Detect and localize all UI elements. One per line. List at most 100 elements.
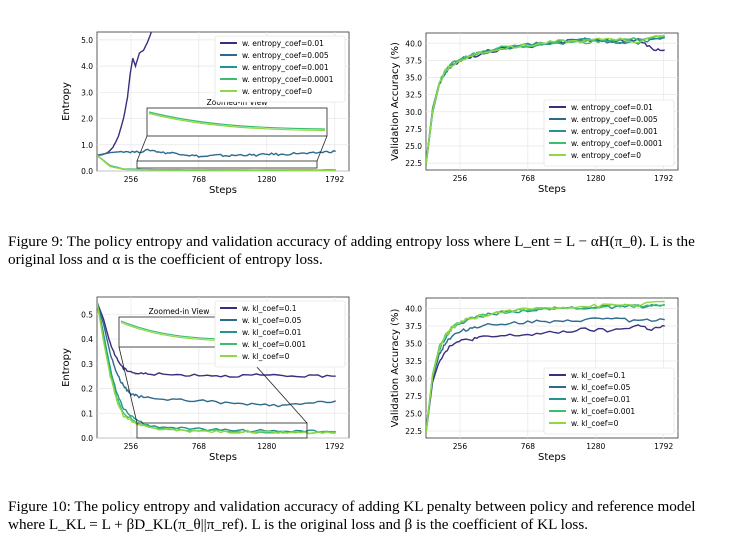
legend-entry: w. entropy_coef=0.005 bbox=[571, 115, 658, 124]
series-line bbox=[97, 154, 336, 171]
y-tick-label: 37.5 bbox=[405, 322, 422, 331]
legend-entry: w. entropy_coef=0 bbox=[242, 87, 312, 96]
fig9-caption: Figure 9: The policy entropy and validat… bbox=[8, 233, 734, 269]
x-tick-label: 256 bbox=[453, 174, 468, 183]
x-tick-label: 1280 bbox=[257, 442, 276, 451]
fig10-accuracy-chart: 22.5 25.0 27.5 30.0 32.5 35.0 37.5 40.0 256 768 12… bbox=[390, 297, 679, 463]
y-tick-label: 0.3 bbox=[81, 360, 93, 369]
x-tick-label: 768 bbox=[521, 174, 536, 183]
x-tick-label: 1792 bbox=[654, 442, 673, 451]
series-line bbox=[97, 301, 336, 378]
legend-entry: w. kl_coef=0.001 bbox=[571, 407, 635, 416]
inset-series-line bbox=[148, 112, 326, 132]
x-tick-label: 1280 bbox=[586, 442, 605, 451]
legend-entry: w. kl_coef=0.05 bbox=[242, 316, 302, 325]
x-axis-label: Steps bbox=[538, 184, 566, 195]
y-tick-label: 25.0 bbox=[405, 410, 422, 419]
x-tick-label: 256 bbox=[124, 442, 139, 451]
legend-box bbox=[543, 99, 675, 167]
series-group bbox=[426, 34, 665, 166]
y-tick-label: 0.0 bbox=[81, 167, 93, 176]
y-tick-label: 4.0 bbox=[81, 62, 93, 71]
y-tick-label: 35.0 bbox=[405, 74, 422, 83]
legend-entry: w. kl_coef=0.05 bbox=[571, 383, 631, 392]
legend-entry: w. entropy_coef=0.005 bbox=[242, 51, 329, 60]
inset-label: Zoomed-in View bbox=[149, 307, 210, 316]
x-tick-label: 1792 bbox=[325, 442, 344, 451]
x-tick-label: 1792 bbox=[325, 175, 344, 184]
fig9-caption-text: The policy entropy and validation accura… bbox=[8, 233, 699, 268]
y-axis-label: Entropy bbox=[61, 82, 72, 121]
zoom-source-box bbox=[136, 160, 318, 169]
legend: w. kl_coef=0.1 w. kl_coef=0.05 w. kl_coef=… bbox=[543, 367, 675, 435]
legend-entry: w. entropy_coef=0.0001 bbox=[571, 139, 663, 148]
legend-box bbox=[543, 367, 675, 435]
legend-entry: w. entropy_coef=0.01 bbox=[571, 103, 653, 112]
y-tick-label: 35.0 bbox=[405, 340, 422, 349]
y-tick-label: 5.0 bbox=[81, 36, 93, 45]
legend-entry: w. kl_coef=0 bbox=[571, 419, 619, 428]
y-tick-label: 3.0 bbox=[81, 88, 93, 97]
fig9-accuracy-chart: 22.5 25.0 27.5 30.0 32.5 35.0 37.5 40.0 256 768 12… bbox=[390, 32, 679, 195]
series-line bbox=[97, 301, 336, 408]
series-line bbox=[426, 300, 665, 434]
y-axis-label: Entropy bbox=[61, 348, 72, 387]
y-tick-label: 27.5 bbox=[405, 125, 422, 134]
inset-frame bbox=[146, 107, 328, 137]
y-tick-label: 1.0 bbox=[81, 141, 93, 150]
y-tick-label: 2.0 bbox=[81, 115, 93, 124]
y-tick-label: 32.5 bbox=[405, 357, 422, 366]
series-line bbox=[426, 317, 665, 432]
y-tick-label: 0.5 bbox=[81, 310, 93, 319]
fig10-entropy-chart: 0.0 0.1 0.2 0.3 0.4 0.5 256 768 1280 1792 Steps Ent… bbox=[61, 296, 350, 463]
legend-entry: w. entropy_coef=0.01 bbox=[242, 39, 324, 48]
legend-entry: w. kl_coef=0.001 bbox=[242, 340, 306, 349]
series-group bbox=[97, 301, 336, 435]
y-tick-label: 22.5 bbox=[405, 159, 422, 168]
series-line bbox=[97, 32, 153, 156]
fig9-entropy-chart: 0.0 1.0 2.0 3.0 4.0 5.0 256 768 1280 1792 Steps Ent… bbox=[61, 31, 350, 196]
legend-entry: w. kl_coef=0.1 bbox=[242, 304, 297, 313]
y-tick-label: 27.5 bbox=[405, 392, 422, 401]
x-tick-label: 1792 bbox=[654, 174, 673, 183]
zoom-connector bbox=[118, 346, 138, 424]
y-axis-label: Validation Accuracy (%) bbox=[390, 42, 401, 161]
x-tick-label: 1280 bbox=[586, 174, 605, 183]
y-tick-label: 0.4 bbox=[81, 335, 93, 344]
y-tick-label: 40.0 bbox=[405, 305, 422, 314]
series-line bbox=[97, 301, 336, 435]
x-axis-label: Steps bbox=[209, 185, 237, 196]
inset-label: Zoomed-in View bbox=[207, 98, 268, 107]
legend-entry: w. kl_coef=0.1 bbox=[571, 371, 626, 380]
series-line bbox=[426, 34, 665, 165]
series-group bbox=[97, 32, 336, 171]
x-tick-label: 256 bbox=[124, 175, 139, 184]
x-axis-label: Steps bbox=[209, 452, 237, 463]
y-tick-label: 30.0 bbox=[405, 375, 422, 384]
series-group bbox=[426, 300, 665, 434]
legend-entry: w. kl_coef=0.01 bbox=[242, 328, 302, 337]
x-tick-label: 768 bbox=[521, 442, 536, 451]
x-tick-label: 1280 bbox=[257, 175, 276, 184]
zoomed-in-inset: Zoomed-in View bbox=[136, 98, 328, 169]
y-tick-label: 0.1 bbox=[81, 409, 93, 418]
inset-series-line bbox=[148, 111, 326, 130]
legend-entry: w. entropy_coef=0.0001 bbox=[242, 75, 334, 84]
y-axis-label: Validation Accuracy (%) bbox=[390, 309, 401, 428]
y-tick-label: 32.5 bbox=[405, 91, 422, 100]
legend-entry: w. entropy_coef=0.001 bbox=[571, 127, 658, 136]
legend-box bbox=[214, 35, 346, 103]
y-tick-label: 40.0 bbox=[405, 39, 422, 48]
series-line bbox=[97, 301, 336, 435]
y-tick-label: 37.5 bbox=[405, 56, 422, 65]
fig10-caption-label: Figure 10: bbox=[8, 498, 71, 515]
x-tick-label: 768 bbox=[192, 175, 207, 184]
legend-box bbox=[214, 300, 346, 368]
x-tick-label: 768 bbox=[192, 442, 207, 451]
legend-entry: w. entropy_coef=0.001 bbox=[242, 63, 329, 72]
zoom-connector bbox=[316, 135, 328, 162]
series-line bbox=[426, 324, 665, 434]
x-axis-label: Steps bbox=[538, 452, 566, 463]
zoom-connector bbox=[136, 135, 148, 162]
legend-entry: w. kl_coef=0 bbox=[242, 352, 290, 361]
